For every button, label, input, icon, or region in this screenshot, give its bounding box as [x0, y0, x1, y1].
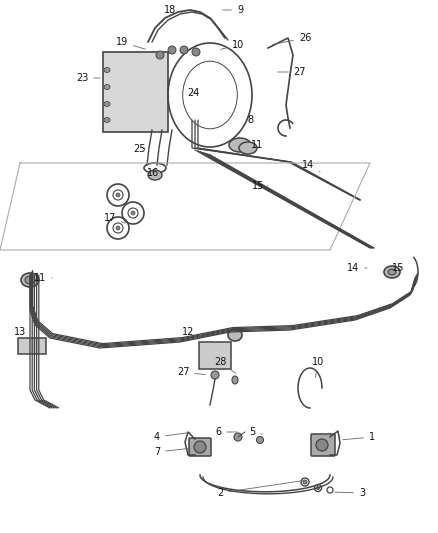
- Ellipse shape: [104, 101, 110, 107]
- Text: 7: 7: [154, 447, 190, 457]
- Ellipse shape: [234, 433, 242, 441]
- Ellipse shape: [384, 266, 400, 278]
- FancyBboxPatch shape: [199, 342, 231, 369]
- Ellipse shape: [116, 226, 120, 230]
- Text: 27: 27: [278, 67, 306, 77]
- Ellipse shape: [21, 273, 39, 287]
- FancyBboxPatch shape: [103, 52, 168, 132]
- Ellipse shape: [388, 269, 396, 275]
- Text: 13: 13: [14, 327, 30, 338]
- Text: 24: 24: [187, 88, 199, 98]
- Ellipse shape: [303, 480, 307, 484]
- Text: 19: 19: [116, 37, 145, 49]
- Text: 27: 27: [177, 367, 205, 377]
- Text: 14: 14: [302, 160, 320, 172]
- Text: 5: 5: [249, 427, 262, 437]
- Ellipse shape: [257, 437, 264, 443]
- Text: 8: 8: [247, 115, 253, 125]
- Text: 11: 11: [251, 140, 263, 150]
- Ellipse shape: [116, 193, 120, 197]
- Ellipse shape: [317, 487, 319, 489]
- Ellipse shape: [180, 46, 188, 54]
- Text: 11: 11: [34, 273, 52, 283]
- Text: 3: 3: [335, 488, 365, 498]
- Ellipse shape: [211, 371, 219, 379]
- Text: 26: 26: [273, 33, 311, 44]
- Ellipse shape: [104, 117, 110, 123]
- Ellipse shape: [316, 439, 328, 451]
- Text: 23: 23: [76, 73, 100, 83]
- Text: 10: 10: [312, 357, 324, 377]
- Ellipse shape: [239, 142, 257, 154]
- Text: 15: 15: [392, 263, 404, 273]
- Text: 16: 16: [147, 168, 159, 178]
- Ellipse shape: [194, 441, 206, 453]
- Text: 25: 25: [134, 144, 146, 154]
- Ellipse shape: [228, 329, 242, 341]
- Text: 18: 18: [164, 5, 182, 15]
- Text: 14: 14: [347, 263, 367, 273]
- Ellipse shape: [229, 138, 251, 152]
- Ellipse shape: [104, 68, 110, 72]
- Ellipse shape: [25, 276, 35, 284]
- Text: 12: 12: [182, 327, 202, 337]
- FancyBboxPatch shape: [18, 338, 46, 354]
- Ellipse shape: [232, 376, 238, 384]
- FancyBboxPatch shape: [311, 434, 335, 456]
- Ellipse shape: [148, 170, 162, 180]
- Text: 17: 17: [104, 213, 125, 223]
- Text: 9: 9: [223, 5, 243, 15]
- Ellipse shape: [168, 46, 176, 54]
- FancyBboxPatch shape: [189, 438, 211, 456]
- Text: 2: 2: [217, 480, 304, 498]
- Ellipse shape: [156, 51, 164, 59]
- Ellipse shape: [192, 48, 200, 56]
- Text: 10: 10: [221, 40, 244, 50]
- Text: 4: 4: [154, 432, 190, 442]
- Ellipse shape: [131, 211, 135, 215]
- Text: 15: 15: [252, 181, 268, 191]
- Text: 1: 1: [343, 432, 375, 442]
- Text: 6: 6: [215, 427, 237, 437]
- Ellipse shape: [104, 85, 110, 90]
- Text: 28: 28: [214, 357, 236, 374]
